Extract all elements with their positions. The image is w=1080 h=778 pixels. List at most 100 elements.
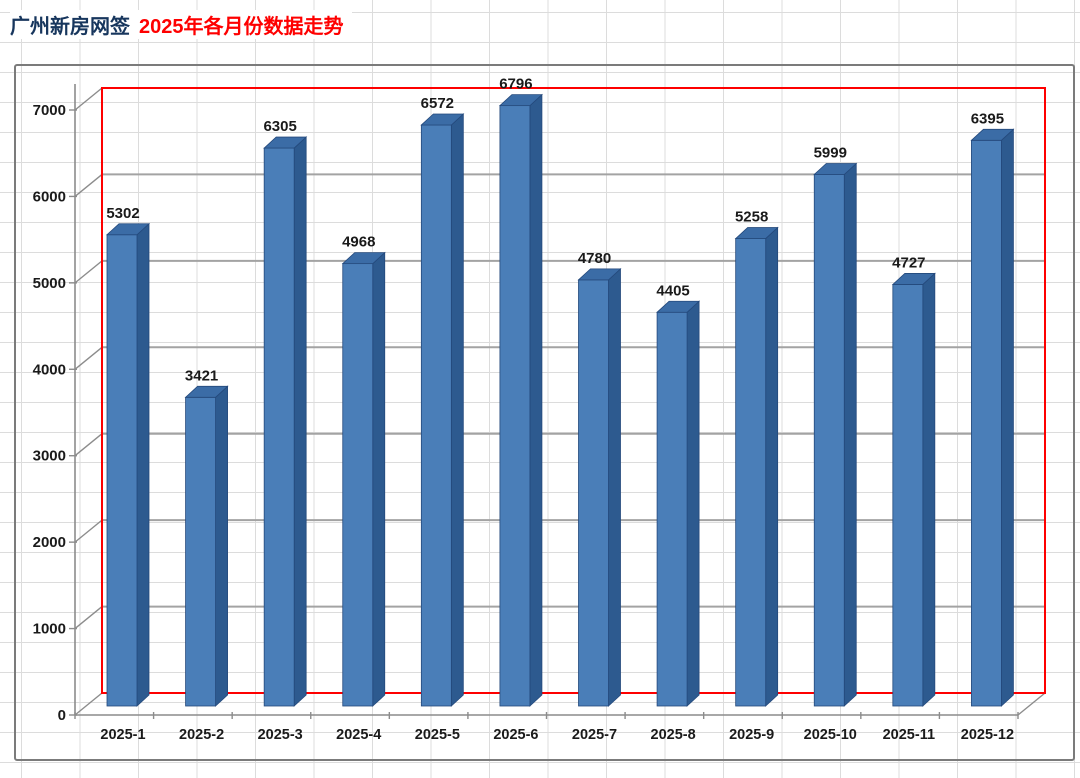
data-label: 5999 [814, 145, 847, 162]
data-label: 4727 [892, 254, 925, 271]
bar-front-face [578, 279, 609, 707]
bar-top-face [105, 223, 151, 236]
x-category-label: 2025-7 [572, 727, 617, 743]
bar-2025-8 [656, 300, 701, 707]
x-category-label: 2025-5 [415, 727, 460, 743]
data-label: 3421 [185, 367, 218, 384]
x-category-label: 2025-2 [179, 727, 224, 743]
y-tick-connector-1000 [74, 606, 103, 630]
y-tick-connector-4000 [74, 346, 103, 370]
x-category-label: 2025-12 [961, 727, 1014, 743]
y-tick-label: 2000 [33, 534, 66, 551]
data-label: 6572 [421, 95, 454, 112]
x-category-label: 2025-9 [729, 727, 774, 743]
y-tick-connector-3000 [74, 433, 103, 457]
bar-side-face [1001, 128, 1014, 707]
bar-side-face [450, 113, 464, 707]
x-category-label: 2025-8 [651, 727, 696, 743]
y-tick-connector-7000 [74, 87, 103, 111]
bar-top-face [891, 273, 936, 285]
bar-side-face [608, 267, 621, 707]
bar-front-face [499, 105, 531, 707]
x-category-label: 2025-10 [804, 727, 857, 743]
chart-title-subtitle: 2025年各月份数据走势 [139, 16, 344, 38]
bar-2025-12 [970, 128, 1015, 707]
bar-side-face [686, 300, 700, 707]
bar-2025-11 [891, 272, 936, 707]
bar-side-face [922, 272, 936, 707]
bar-2025-3 [263, 136, 308, 707]
data-label: 5258 [735, 209, 768, 226]
x-category-label: 2025-4 [336, 727, 381, 743]
chart-title-series-name: 广州新房网签 [10, 16, 130, 38]
bar-front-face [185, 396, 216, 707]
y-tick-label: 0 [58, 707, 66, 724]
bar-top-face [970, 128, 1015, 141]
bar-side-face [136, 222, 150, 707]
bar-top-face [656, 300, 701, 313]
data-label: 4405 [656, 282, 689, 299]
bar-top-face [184, 385, 229, 398]
y-tick-label: 7000 [33, 102, 66, 119]
bar-series [105, 93, 1015, 707]
bar-top-face [341, 252, 386, 265]
data-label: 6796 [499, 76, 532, 93]
y-tick-connector-6000 [74, 173, 103, 197]
bar-front-face [106, 234, 138, 707]
bar-front-face [420, 124, 452, 707]
bar-top-face [420, 113, 465, 126]
bar-2025-10 [813, 162, 858, 707]
chart-title: 广州新房网签 2025年各月份数据走势 [10, 10, 352, 39]
data-label: 6395 [971, 110, 1004, 127]
y-tick-connector-0 [74, 692, 103, 716]
bar-front-face [342, 263, 374, 707]
bar-top-face [577, 268, 622, 281]
bar-top-face [498, 94, 543, 107]
bar-front-face [892, 284, 924, 707]
bar-front-face [656, 311, 688, 707]
data-label: 4780 [578, 250, 611, 267]
bar-front-face [813, 174, 845, 707]
x-category-label: 2025-3 [258, 727, 303, 743]
bar-side-face [529, 93, 543, 707]
bar-2025-6 [498, 93, 543, 707]
x-axis-end-connector [1017, 692, 1046, 716]
bar-2025-9 [734, 226, 779, 707]
data-label: 4968 [342, 234, 375, 251]
y-tick-label: 4000 [33, 361, 66, 378]
plot-wall-border [101, 87, 1046, 694]
plot-wall-outline [101, 87, 1046, 694]
x-category-label: 2025-6 [493, 727, 538, 743]
axis-and-data-labels: 0 1000 2000 3000 4000 5000 6000 7000 5302 2025-1 3… [33, 76, 1014, 743]
bar-front-face [263, 147, 295, 707]
bar-top-face [813, 163, 858, 175]
axes [69, 84, 1046, 719]
bar-side-face [293, 136, 307, 707]
bar-side-face [765, 226, 779, 707]
y-tick-label: 6000 [33, 188, 66, 205]
bar-top-face [263, 136, 308, 149]
bar-top-face [734, 227, 779, 239]
bar-2025-7 [577, 267, 622, 707]
y-tick-label: 1000 [33, 621, 66, 638]
y-tick-label: 5000 [33, 275, 66, 292]
bar-2025-4 [341, 251, 386, 707]
x-category-label: 2025-1 [100, 727, 145, 743]
bar-side-face [215, 385, 228, 707]
bar-front-face [735, 238, 767, 707]
x-category-label: 2025-11 [883, 727, 935, 743]
bar-front-face [971, 139, 1002, 707]
bar-2025-1 [105, 222, 151, 707]
bar-2025-2 [184, 385, 229, 707]
data-label: 5302 [106, 205, 139, 222]
bar-2025-5 [420, 113, 465, 707]
y-tick-connector-5000 [74, 260, 103, 284]
bar-side-face [843, 162, 857, 707]
y-tick-label: 3000 [33, 448, 66, 465]
chart-frame [14, 64, 1075, 761]
bar-side-face [372, 251, 386, 707]
y-tick-connector-2000 [74, 519, 103, 543]
data-label: 6305 [263, 118, 296, 135]
